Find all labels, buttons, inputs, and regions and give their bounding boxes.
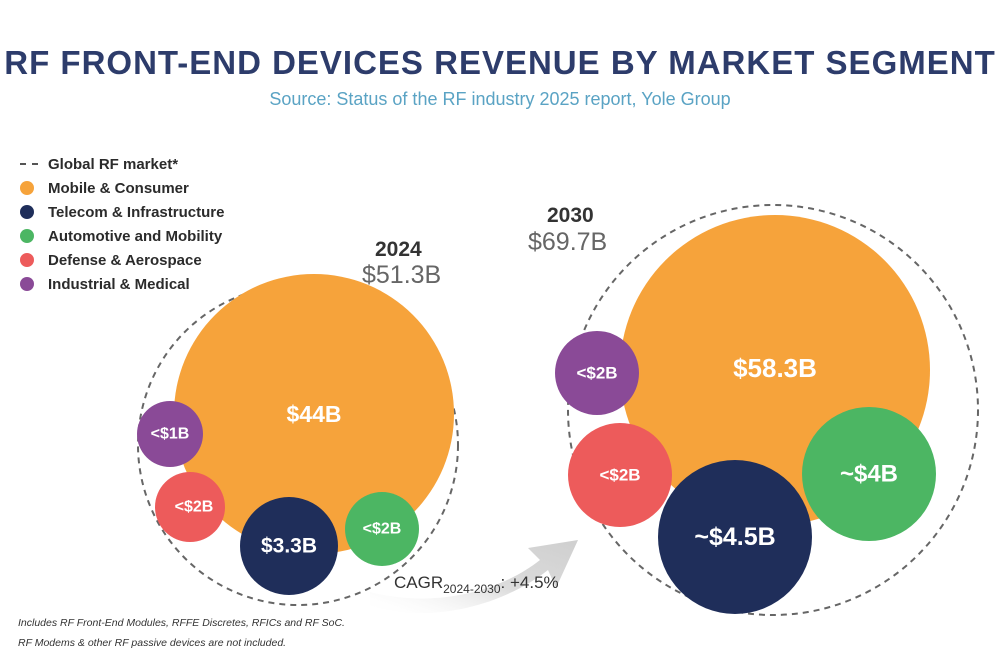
bubble-2030-automotive [802, 407, 936, 541]
bubble-2030-telecom-label: ~$4.5B [694, 523, 775, 551]
bubble-2024-automotive-label: <$2B [363, 521, 402, 538]
cagr-suffix: : +4.5% [501, 573, 559, 592]
purple-dot-icon [20, 277, 34, 291]
chart-subtitle: Source: Status of the RF industry 2025 r… [269, 89, 731, 109]
bubble-2024-mobile [174, 274, 454, 554]
cagr-prefix: CAGR [394, 573, 443, 592]
year-2024-label: 2024 [375, 238, 422, 261]
growth-arrow [370, 540, 578, 614]
bubble-2030-defense-label: <$2B [599, 466, 640, 485]
legend-label: Automotive and Mobility [48, 227, 223, 245]
legend-label: Defense & Aerospace [48, 251, 202, 269]
year-2030-label: 2030 [547, 204, 594, 227]
bubble-2024-telecom [240, 497, 338, 595]
legend-item-mobile: Mobile & Consumer [20, 176, 224, 200]
green-dot-icon [20, 229, 34, 243]
legend-item-industrial: Industrial & Medical [20, 272, 224, 296]
global-market-2030-circle [567, 204, 979, 616]
dashed-line-icon [20, 163, 38, 165]
red-dot-icon [20, 253, 34, 267]
legend: Global RF market* Mobile & Consumer Tele… [20, 152, 224, 296]
bubble-2024-automotive [345, 492, 419, 566]
legend-label: Global RF market* [48, 155, 179, 173]
legend-item-global: Global RF market* [20, 152, 224, 176]
bubble-2024-defense [155, 472, 225, 542]
bubble-2024-telecom-label: $3.3B [261, 535, 317, 558]
bubble-2024-industrial [137, 401, 203, 467]
legend-item-automotive: Automotive and Mobility [20, 224, 224, 248]
bubble-2030-industrial-label: <$2B [576, 364, 617, 383]
legend-label: Mobile & Consumer [48, 179, 189, 197]
bubble-2024-mobile-label: $44B [287, 401, 342, 427]
legend-label: Telecom & Infrastructure [48, 203, 225, 221]
navy-dot-icon [20, 205, 34, 219]
footnote-1: Includes RF Front-End Modules, RFFE Disc… [18, 617, 345, 629]
total-2030-label: $69.7B [528, 228, 607, 256]
bubble-2030-industrial [555, 331, 639, 415]
cagr-subscript: 2024-2030 [443, 582, 501, 596]
bubble-2030-defense [568, 423, 672, 527]
bubble-2024-defense-label: <$2B [175, 499, 214, 516]
cagr-label: CAGR2024-2030: +4.5% [394, 573, 559, 596]
bubble-2030-automotive-label: ~$4B [840, 461, 898, 488]
total-2024-label: $51.3B [362, 261, 441, 289]
chart-title: RF FRONT-END DEVICES REVENUE BY MARKET S… [4, 44, 996, 81]
legend-item-defense: Defense & Aerospace [20, 248, 224, 272]
bubble-2030-telecom [658, 460, 812, 614]
bubble-2030-mobile-label: $58.3B [733, 353, 817, 383]
legend-label: Industrial & Medical [48, 275, 190, 293]
footnote-2: RF Modems & other RF passive devices are… [18, 637, 287, 649]
bubble-2024-industrial-label: <$1B [151, 426, 190, 443]
orange-dot-icon [20, 181, 34, 195]
legend-item-telecom: Telecom & Infrastructure [20, 200, 224, 224]
